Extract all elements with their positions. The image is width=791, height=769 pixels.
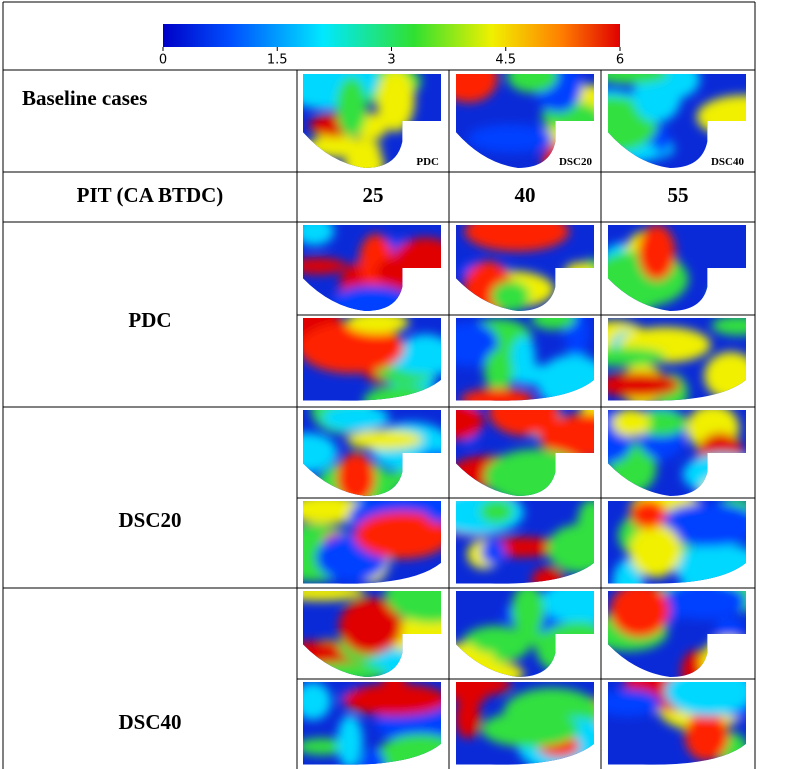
contour-blob: [712, 316, 765, 336]
contour-blob: [344, 146, 384, 182]
contour-image: [266, 565, 478, 686]
contour-blob: [532, 567, 564, 592]
contour-blob: [336, 77, 367, 137]
contour-blobs: [266, 565, 478, 686]
contour-blob: [565, 306, 589, 358]
contour-image: [277, 386, 487, 514]
contour-blob: [593, 64, 669, 84]
colorbar-tick-label: 1.5: [267, 53, 288, 68]
contour-blob: [683, 453, 764, 495]
contour-blob: [499, 216, 555, 240]
contour-blob: [463, 662, 524, 686]
pit-value: 55: [668, 183, 689, 207]
contour-image: [565, 59, 791, 168]
contour-image: [267, 480, 454, 587]
contour-blob: [322, 405, 389, 431]
contour-blob: [484, 349, 513, 392]
contour-blob: [531, 309, 575, 330]
pit-value: 25: [363, 183, 384, 207]
contour-image: [439, 54, 637, 186]
image-label: DSC40: [711, 156, 745, 168]
contour-blob: [564, 271, 592, 303]
contour-blob: [294, 682, 331, 720]
contour-image: [433, 389, 636, 503]
contour-image: [438, 306, 608, 410]
contour-blob: [295, 216, 334, 245]
image-label: DSC20: [559, 156, 593, 168]
figure-table: Baseline cases PIT (CA BTDC) 0 1.5 3 4.5 6 25…: [0, 0, 791, 769]
contour-blob: [629, 524, 681, 577]
contour-image: [589, 572, 770, 693]
contour-image: [287, 302, 478, 416]
contour-blob: [277, 433, 338, 473]
contour-blob: [468, 124, 553, 153]
contour-blob: [715, 618, 745, 638]
contour-blob: [612, 409, 650, 437]
group-label: PDC: [128, 308, 171, 332]
contour-blob: [481, 711, 579, 747]
colorbar-tick-label: 3: [387, 53, 395, 68]
contour-blob: [564, 262, 595, 285]
contour-image: [428, 486, 614, 593]
colorbar-tick-label: 6: [616, 53, 624, 68]
contour-blob: [511, 336, 535, 379]
contour-blob: [480, 500, 514, 524]
colorbar-tick-label: 0: [159, 53, 167, 68]
contour-blob: [289, 258, 347, 274]
contour-image: [583, 404, 763, 514]
contour-blob: [300, 663, 387, 683]
contour-blob: [536, 622, 620, 677]
contour-blobs: [277, 386, 487, 514]
contour-image: [456, 212, 611, 317]
contour-blob: [630, 500, 666, 529]
contour-blob: [403, 334, 448, 360]
contour-blob: [275, 584, 365, 601]
contour-image: [430, 579, 624, 686]
contour-image: [294, 668, 468, 769]
contour-blob: [491, 281, 530, 312]
group-label: DSC20: [118, 508, 181, 532]
contour-blob: [638, 225, 675, 281]
contour-blob: [598, 373, 679, 398]
contour-blob: [337, 453, 375, 503]
contour-blob: [709, 284, 767, 304]
contour-blob: [537, 355, 608, 410]
contour-blob: [439, 54, 497, 102]
group-label: DSC40: [118, 710, 181, 734]
contour-blob: [346, 430, 422, 450]
contour-blob: [610, 583, 669, 637]
contour-blob: [704, 352, 758, 400]
contour-image: [578, 225, 767, 316]
image-label: PDC: [416, 156, 439, 168]
contour-blob: [512, 583, 544, 637]
contour-blob: [337, 715, 363, 769]
contour-blob: [416, 450, 461, 476]
contour-blob: [547, 524, 614, 573]
contour-image: [289, 216, 482, 320]
contour-blob: [343, 684, 448, 716]
colorbar: [163, 24, 620, 47]
contour-blob: [455, 697, 480, 738]
contour-image: [579, 316, 765, 411]
colorbar-tick-label: 4.5: [495, 53, 516, 68]
baseline-label: Baseline cases: [22, 86, 147, 110]
contour-blob: [474, 636, 510, 653]
contour-blob: [595, 689, 661, 716]
contour-blob: [685, 712, 729, 761]
pit-value: 40: [515, 183, 536, 207]
contour-blobs: [276, 48, 421, 182]
contour-blob: [697, 95, 791, 139]
contour-blob: [481, 539, 505, 565]
pit-label: PIT (CA BTDC): [77, 183, 224, 207]
contour-blob: [484, 449, 588, 503]
contour-blob: [377, 69, 415, 131]
